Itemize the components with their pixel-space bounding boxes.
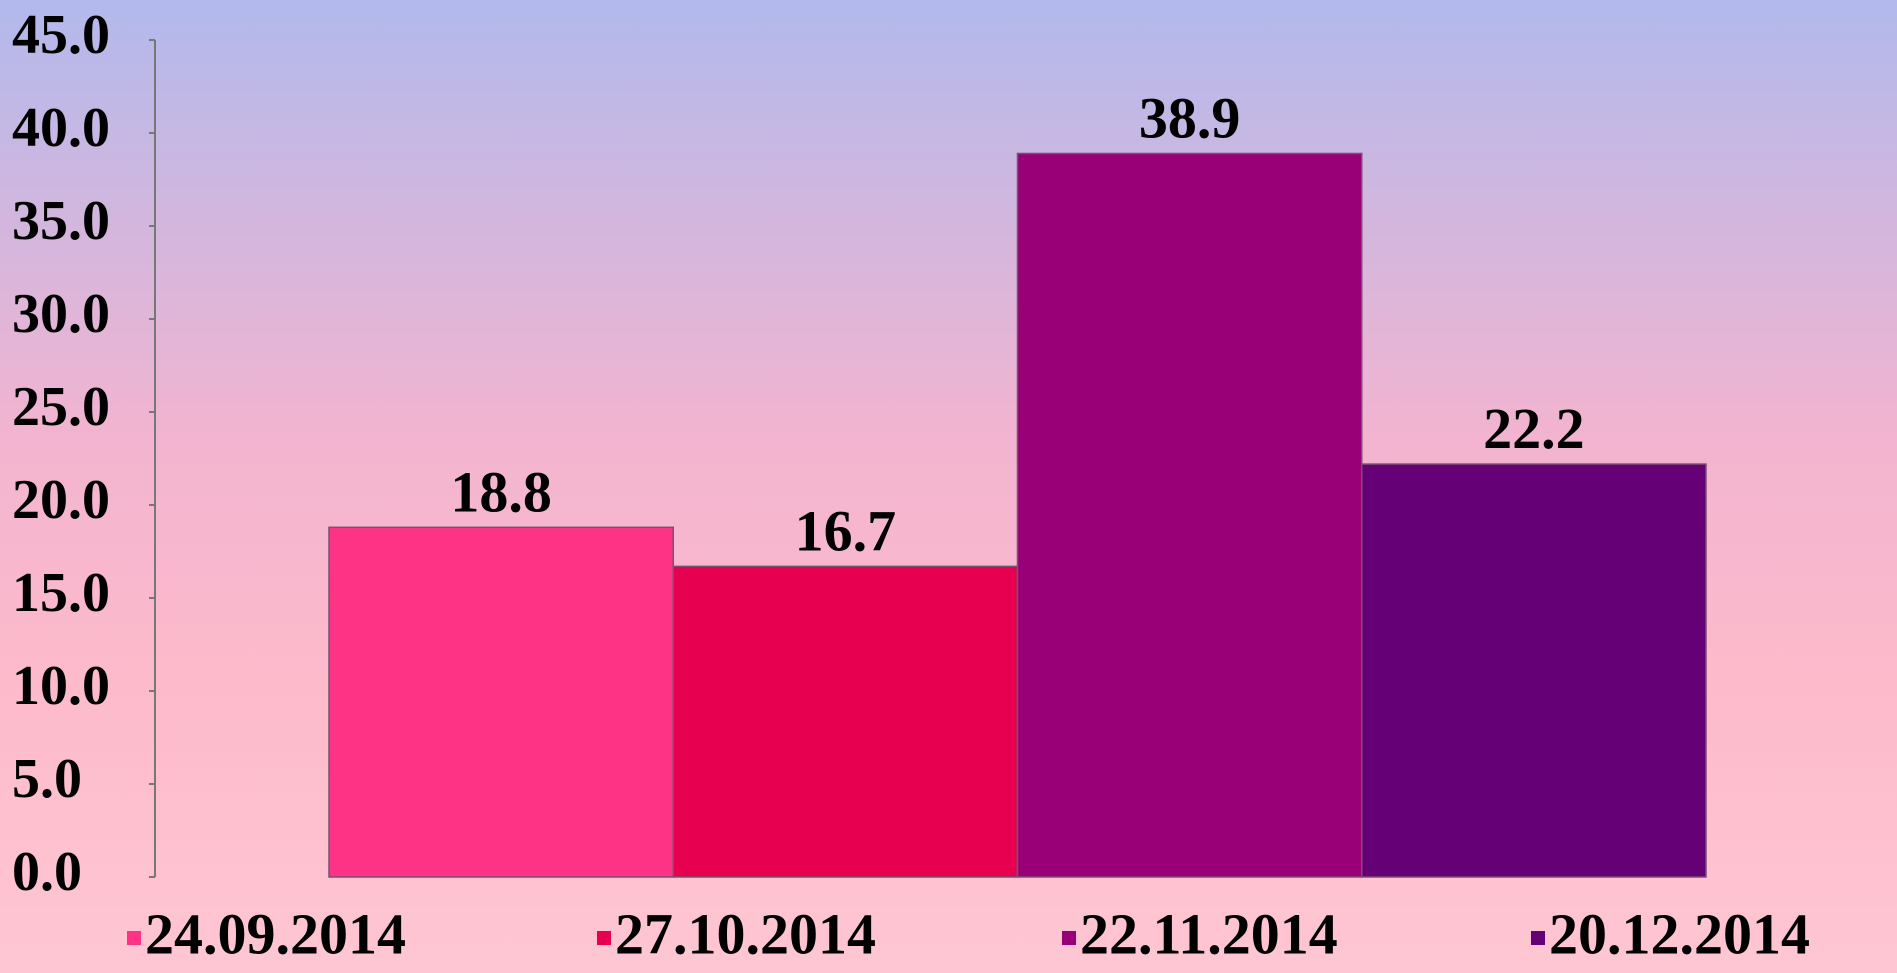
y-tick-label: 5.0 [12,748,82,810]
data-label: 22.2 [1483,396,1585,461]
bar [1016,152,1363,878]
bar [672,565,1019,878]
data-label: 18.8 [450,459,552,524]
y-tick-label: 25.0 [12,376,110,438]
y-tick-label: 10.0 [12,655,110,717]
y-tick-label: 0.0 [12,841,82,903]
data-label: 16.7 [795,498,897,563]
legend-swatch [127,931,141,945]
y-tick-label: 45.0 [12,4,110,66]
legend-label: 27.10.2014 [615,901,876,966]
legend-label: 24.09.2014 [145,901,406,966]
bar [1361,463,1707,878]
y-tick-label: 35.0 [12,190,110,252]
legend-label: 22.11.2014 [1080,901,1338,966]
y-tick-label: 40.0 [12,97,110,159]
y-tick-label: 15.0 [12,562,110,624]
legend-swatch [1531,931,1545,945]
legend-swatch [597,931,611,945]
legend-swatch [1062,931,1076,945]
legend-label: 20.12.2014 [1549,901,1810,966]
data-label: 38.9 [1139,85,1241,150]
bar [328,526,674,878]
y-tick-label: 20.0 [12,469,110,531]
y-tick-label: 30.0 [12,283,110,345]
